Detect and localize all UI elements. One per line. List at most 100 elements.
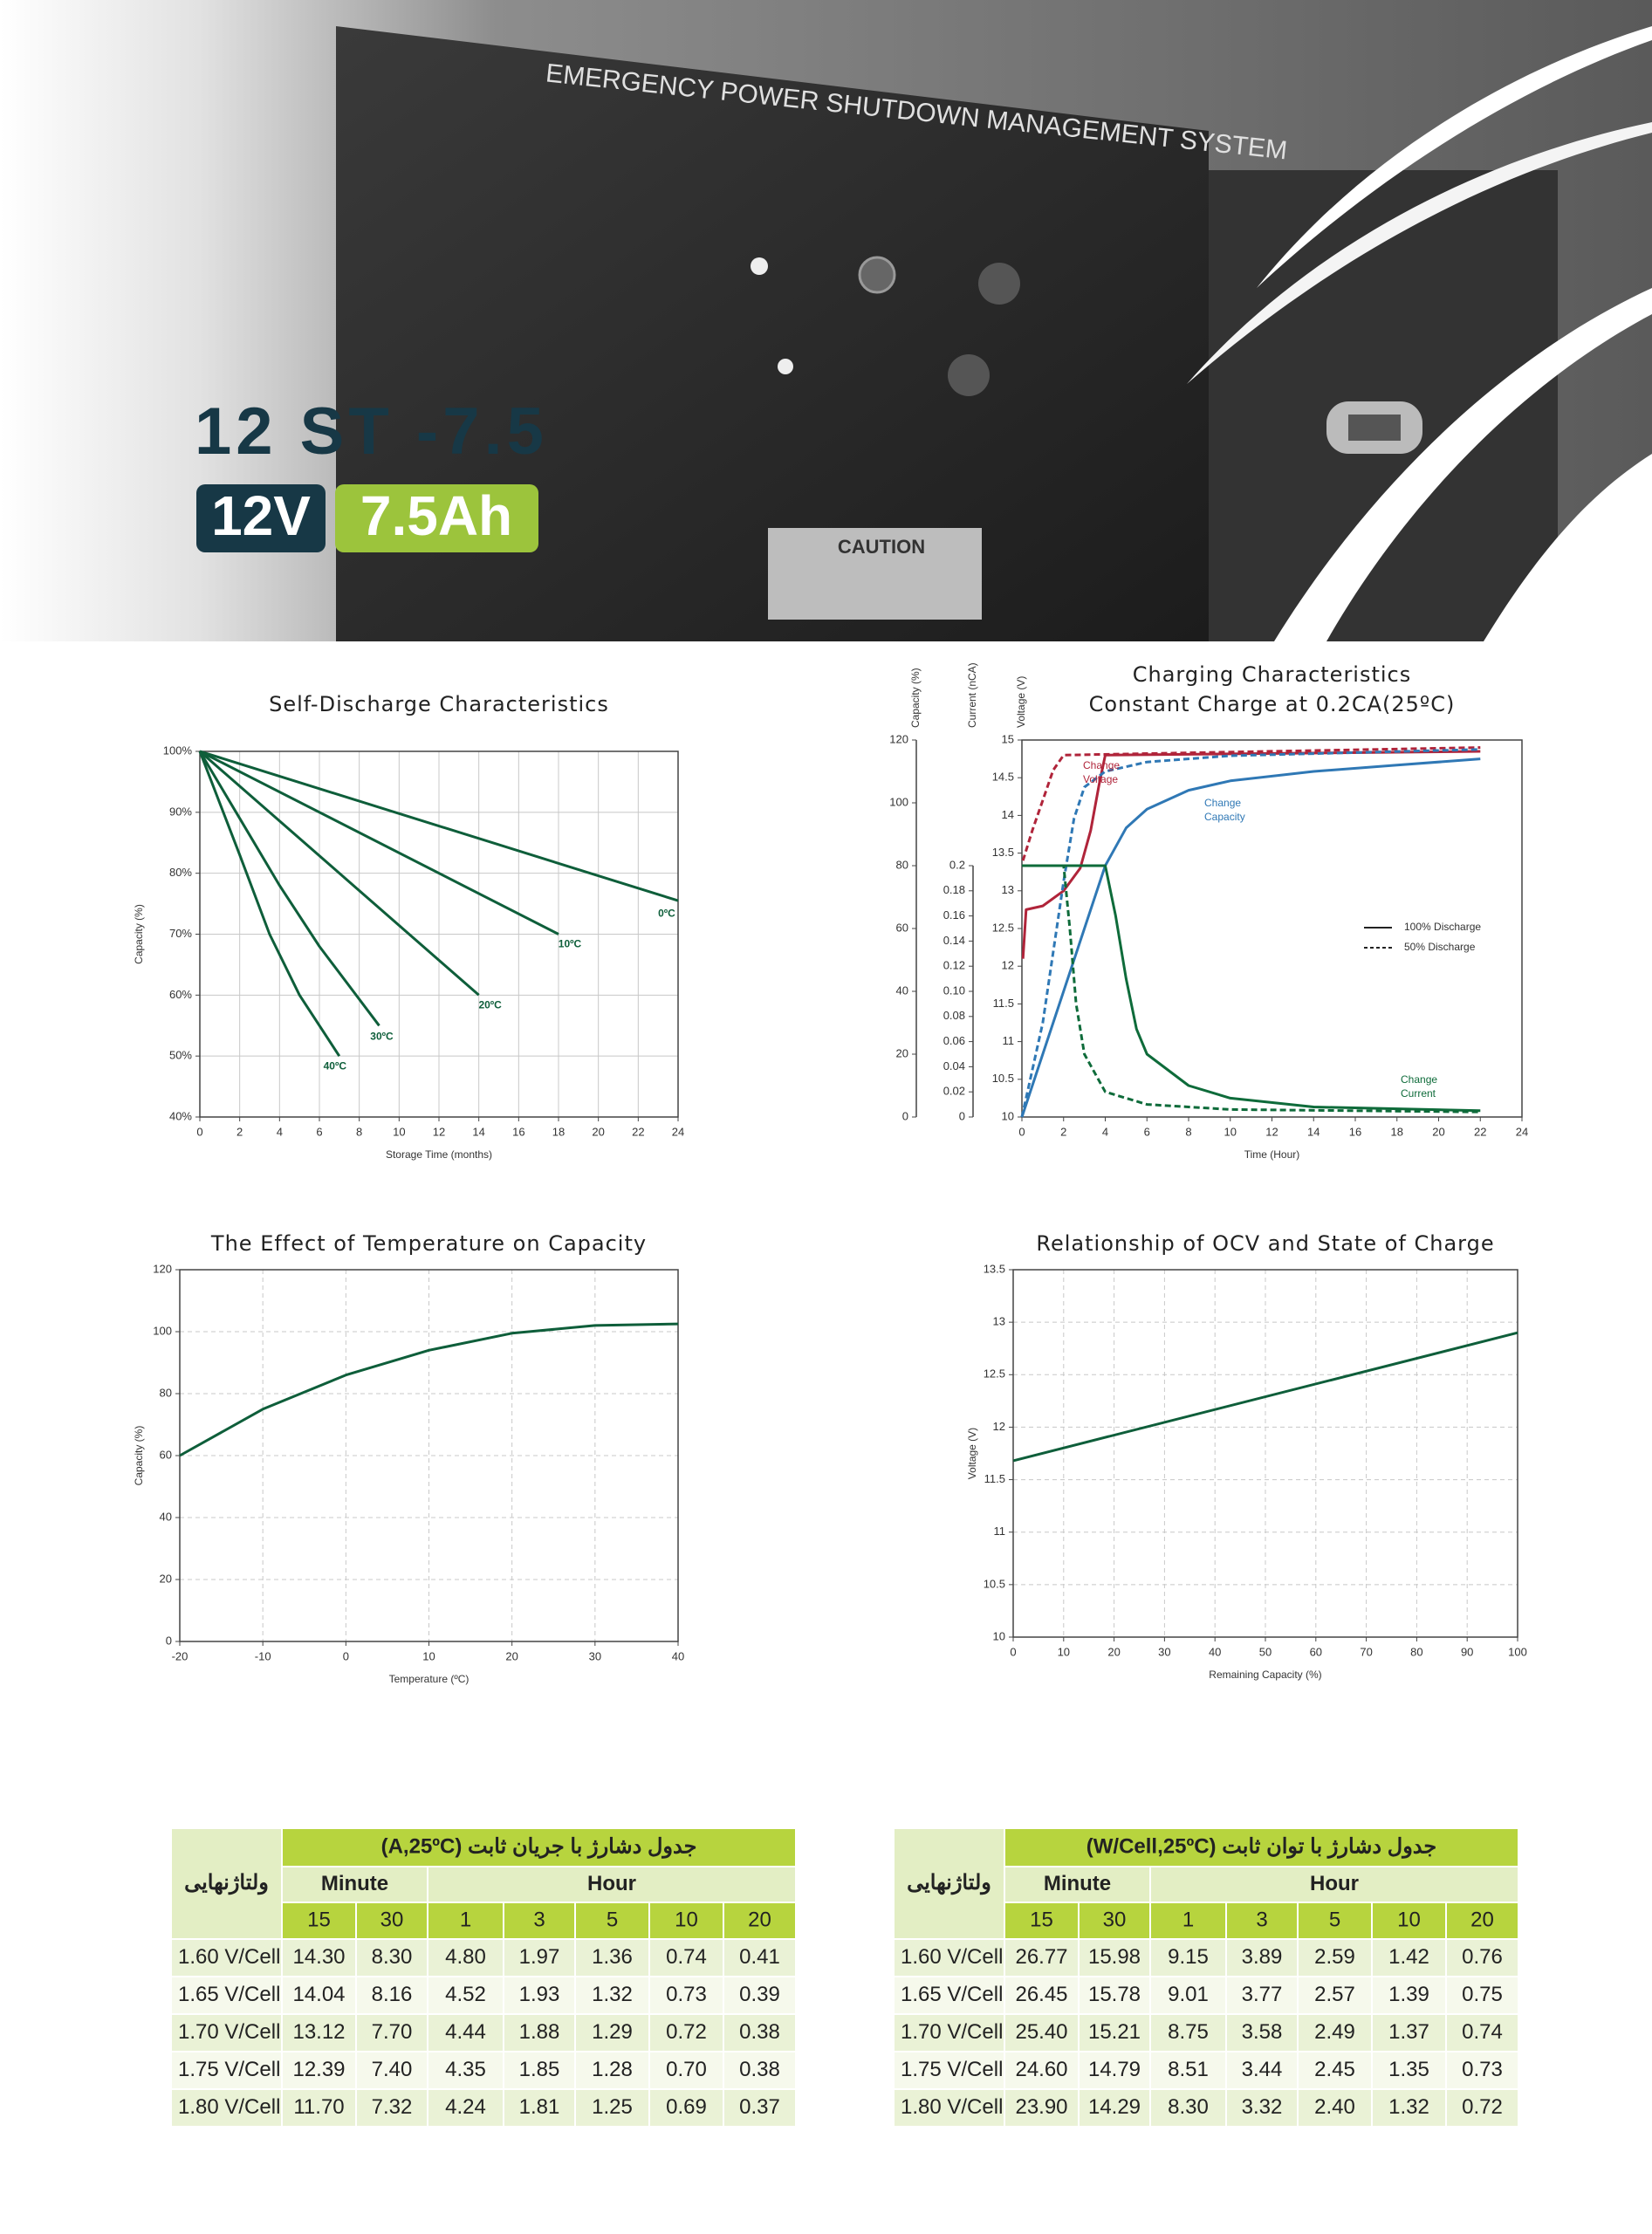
cabinet — [336, 26, 1209, 641]
table-text: 15 — [307, 1908, 331, 1931]
x-tick-label: 4 — [1102, 1125, 1108, 1138]
x-axis-label: Storage Time (months) — [386, 1148, 492, 1161]
x-tick-label: 40 — [672, 1649, 684, 1662]
y-tick-label: 10 — [1002, 1109, 1014, 1122]
x-tick-label: 4 — [277, 1125, 283, 1138]
table-text: 1.29 — [592, 2020, 633, 2044]
table-text: 8.51 — [1168, 2058, 1209, 2081]
data-cell — [427, 1976, 504, 2015]
x-tick-label: 30 — [1158, 1645, 1170, 1658]
series-label: 40ºC — [324, 1059, 347, 1072]
data-cell — [281, 2088, 357, 2128]
data-cell — [574, 2088, 650, 2128]
table-text: 1.60 V/Cell — [178, 1945, 280, 1969]
x-axis-label: Temperature (ºC) — [389, 1673, 470, 1685]
group-cell — [1149, 1866, 1519, 1903]
annotation: Capacity — [1204, 811, 1245, 823]
x-tick-label: 10 — [1224, 1125, 1237, 1138]
series-line — [198, 750, 341, 1058]
table-text: ولتاژنهایی — [184, 1871, 269, 1895]
table-text: 1.80 V/Cell — [901, 2095, 1003, 2119]
table-text: 7.70 — [372, 2020, 413, 2044]
data-cell — [723, 1976, 797, 2015]
table-text: Minute — [321, 1872, 388, 1895]
x-tick-label: 0 — [1018, 1125, 1025, 1138]
data-cell — [427, 2013, 504, 2052]
series-label: 30ºC — [370, 1030, 394, 1042]
caution-plate — [768, 528, 982, 620]
y-tick-label: 100 — [153, 1324, 172, 1337]
series-line — [1020, 757, 1481, 1118]
data-cell — [1297, 2013, 1373, 2052]
data-cell — [503, 1976, 576, 2015]
table-text: 1.85 — [519, 2058, 560, 2081]
chart-subtitle: Constant Charge at 0.2CA(25ºC) — [1089, 692, 1456, 716]
table-text: 2.59 — [1314, 1945, 1355, 1969]
data-cell — [574, 1938, 650, 1977]
table-text: 4.24 — [445, 2095, 486, 2119]
data-cell — [281, 1976, 357, 2015]
voltage: 12V — [211, 484, 311, 547]
y-tick-label: 12.5 — [992, 921, 1014, 934]
y-tick-label: 40 — [160, 1510, 172, 1523]
table-text: 1.32 — [1388, 2095, 1429, 2119]
y-tick-label: 13.5 — [992, 846, 1014, 859]
chart-title: Self-Discharge Characteristics — [269, 692, 609, 716]
x-tick-label: -20 — [172, 1649, 189, 1662]
y-tick-label: 14 — [1002, 808, 1014, 821]
chart-title: Charging Characteristics — [1133, 662, 1412, 687]
y-tick-label: 10 — [993, 1629, 1005, 1642]
table-text: 0.38 — [739, 2020, 780, 2044]
x-tick-label: 10 — [393, 1125, 405, 1138]
y-tick-label: 10.5 — [992, 1072, 1014, 1085]
data-cell — [1004, 2013, 1080, 2052]
table-text: جدول دشارژ با جریان ثابت (A,25ºC) — [381, 1834, 697, 1859]
y-axis-label: Voltage (V) — [966, 1428, 978, 1479]
table-text: 13.12 — [292, 2020, 345, 2044]
table-text: 1.65 V/Cell — [901, 1983, 1003, 2006]
y-tick-label: 0.18 — [943, 883, 965, 896]
capacity-badge — [335, 484, 538, 552]
column-cell — [1225, 1902, 1299, 1940]
table-text: 10 — [1397, 1908, 1421, 1931]
x-tick-label: 10 — [422, 1649, 435, 1662]
data-cell — [1004, 1976, 1080, 2015]
table-text: 14.04 — [292, 1983, 345, 2006]
x-tick-label: 18 — [552, 1125, 565, 1138]
x-tick-label: 24 — [672, 1125, 684, 1138]
table-text: 15 — [1030, 1908, 1053, 1931]
table-text: 1.60 V/Cell — [901, 1945, 1003, 1969]
y-tick-label: 11.5 — [993, 997, 1014, 1010]
table-text: 4.52 — [445, 1983, 486, 2006]
data-cell — [1225, 1938, 1299, 1977]
swoosh — [1257, 26, 1652, 288]
y-tick-label: 20 — [896, 1046, 908, 1059]
series-line — [1020, 748, 1481, 1118]
column-cell — [1297, 1902, 1373, 1940]
table-text: 1.37 — [1388, 2020, 1429, 2044]
table-text: 8.30 — [372, 1945, 413, 1969]
table-text: 2.57 — [1314, 1983, 1355, 2006]
annotation: Voltage — [1083, 773, 1118, 785]
table-text: 0.76 — [1462, 1945, 1503, 1969]
x-tick-label: 24 — [1516, 1125, 1528, 1138]
y-tick-label: 10.5 — [984, 1577, 1005, 1590]
y-tick-label: 15 — [1002, 732, 1014, 745]
table-text: 1.39 — [1388, 1983, 1429, 2006]
plot-frame — [1021, 739, 1523, 1118]
table-text: 0.37 — [739, 2095, 780, 2119]
series-line — [1021, 746, 1481, 861]
x-tick-label: 0 — [196, 1125, 202, 1138]
switch — [858, 256, 896, 294]
x-tick-label: 0 — [1010, 1645, 1016, 1658]
y-tick-label: 11 — [994, 1525, 1006, 1538]
y-tick-label: 12 — [1002, 959, 1014, 972]
y-tick-label: 20 — [160, 1572, 172, 1585]
annotation: Change — [1401, 1073, 1437, 1086]
data-cell — [1078, 2013, 1151, 2052]
table-text: 9.15 — [1168, 1945, 1209, 1969]
data-cell — [281, 1938, 357, 1977]
y-tick-label: 60 — [160, 1448, 172, 1461]
table-text: 15.21 — [1088, 2020, 1141, 2044]
